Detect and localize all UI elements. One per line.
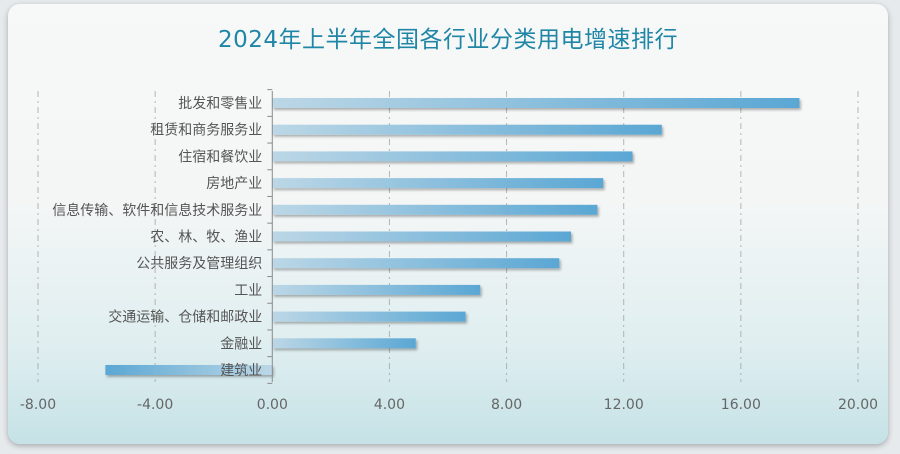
bar-2 — [272, 124, 662, 135]
category-label: 房地产业 — [206, 176, 262, 192]
category-label: 工业 — [234, 283, 262, 299]
bar-1 — [272, 98, 800, 108]
bar-5 — [272, 204, 598, 215]
bar-chart: 批发和零售业租赁和商务服务业住宿和餐饮业房地产业信息传输、软件和信息技术服务业农… — [20, 89, 878, 413]
x-tick-label: -8.00 — [20, 397, 56, 413]
category-label: 批发和零售业 — [178, 96, 262, 112]
category-label: 公共服务及管理组织 — [136, 256, 262, 272]
x-tick-label: 8.00 — [491, 397, 522, 413]
bar-6 — [272, 231, 571, 242]
category-label: 金融业 — [220, 336, 262, 352]
x-tick-label: 12.00 — [604, 397, 644, 413]
bar-8 — [272, 284, 481, 295]
category-label: 租赁和商务服务业 — [150, 123, 262, 139]
category-label: 住宿和餐饮业 — [178, 148, 262, 165]
x-tick-label: 16.00 — [721, 397, 761, 413]
bar-7 — [272, 258, 560, 269]
category-label: 交通运输、仓储和邮政业 — [108, 309, 262, 326]
bar-4 — [272, 178, 604, 189]
x-tick-label: 4.00 — [374, 397, 405, 413]
bar-3 — [272, 151, 633, 162]
category-label: 建筑业 — [220, 363, 262, 379]
chart-title: 2024年上半年全国各行业分类用电增速排行 — [217, 27, 679, 53]
x-tick-label: 20.00 — [838, 397, 878, 413]
category-label: 农、林、牧、渔业 — [150, 230, 262, 246]
x-tick-label: 0.00 — [257, 397, 288, 413]
bar-10 — [272, 338, 416, 349]
category-label: 信息传输、软件和信息技术服务业 — [52, 202, 262, 219]
x-tick-label: -4.00 — [137, 397, 173, 413]
bar-9 — [272, 311, 466, 322]
chart-card: 2024年上半年全国各行业分类用电增速排行 批发和零售业租赁和商务服务业住宿和餐… — [8, 4, 888, 444]
bar-11 — [105, 365, 273, 375]
